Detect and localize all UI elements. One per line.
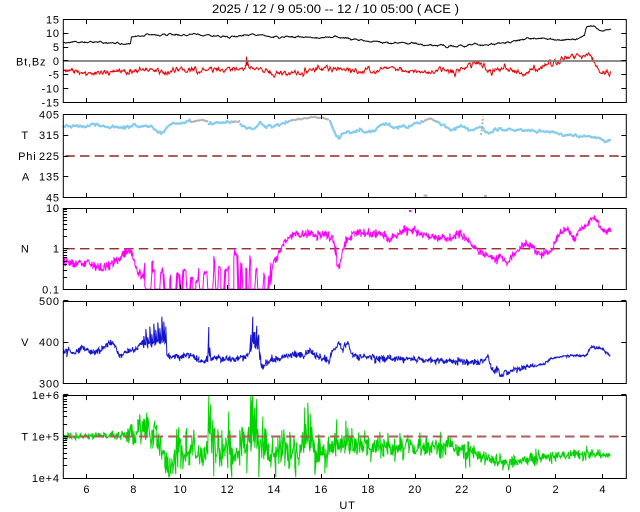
svg-text:0: 0 [53, 56, 60, 68]
svg-text:16: 16 [314, 484, 328, 496]
svg-text:315: 315 [39, 130, 60, 142]
svg-text:2025 / 12 / 9 05:00 -- 12 /: 2025 / 12 / 9 05:00 -- 12 / 10 05:00 ( A… [212, 4, 459, 16]
svg-text:-5: -5 [48, 70, 59, 82]
svg-text:V: V [21, 337, 29, 349]
svg-text:15: 15 [46, 14, 60, 26]
svg-text:12: 12 [221, 484, 235, 496]
svg-text:14: 14 [267, 484, 281, 496]
svg-text:405: 405 [39, 109, 60, 121]
svg-text:400: 400 [39, 337, 60, 349]
svg-text:22: 22 [455, 484, 469, 496]
svg-text:4: 4 [599, 484, 606, 496]
svg-text:UT: UT [339, 500, 355, 512]
svg-text:10: 10 [46, 28, 60, 40]
svg-text:1e+5: 1e+5 [32, 431, 60, 443]
svg-text:A: A [22, 172, 30, 184]
svg-text:20: 20 [408, 484, 422, 496]
svg-text:2: 2 [552, 484, 559, 496]
svg-text:-10: -10 [41, 84, 59, 96]
svg-text:Phi: Phi [18, 151, 36, 163]
svg-text:18: 18 [361, 484, 375, 496]
svg-text:0: 0 [506, 484, 513, 496]
svg-text:5: 5 [53, 42, 60, 54]
svg-text:45: 45 [46, 192, 60, 204]
svg-text:1e+6: 1e+6 [32, 390, 60, 402]
svg-text:6: 6 [83, 484, 90, 496]
svg-text:0.1: 0.1 [42, 284, 60, 296]
svg-text:-15: -15 [41, 97, 59, 109]
svg-text:1e+4: 1e+4 [32, 473, 60, 485]
svg-text:300: 300 [39, 378, 60, 390]
svg-text:1: 1 [53, 244, 60, 256]
svg-text:T: T [21, 431, 29, 443]
svg-text:10: 10 [174, 484, 188, 496]
svg-text:500: 500 [39, 296, 60, 308]
svg-text:N: N [21, 244, 30, 256]
svg-text:135: 135 [39, 172, 60, 184]
svg-text:Bt,Bz: Bt,Bz [16, 56, 46, 68]
svg-text:T: T [21, 130, 29, 142]
svg-text:8: 8 [130, 484, 137, 496]
svg-text:10: 10 [46, 203, 60, 215]
svg-text:225: 225 [39, 151, 60, 163]
